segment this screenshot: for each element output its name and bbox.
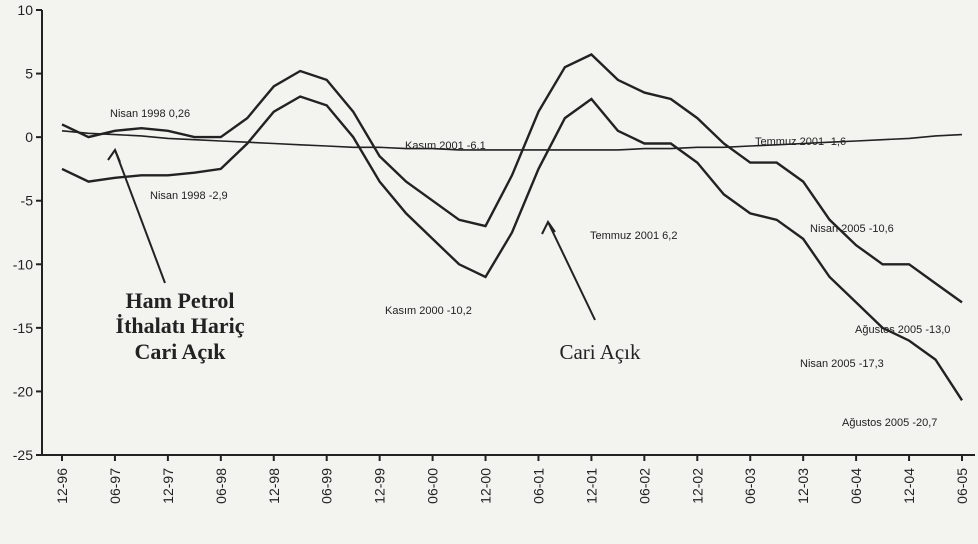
x-tick-label: 06-05 bbox=[954, 468, 970, 504]
annotation: Temmuz 2001 6,2 bbox=[590, 230, 677, 242]
y-tick-label: -25 bbox=[13, 447, 33, 463]
annotation: Nisan 1998 0,26 bbox=[110, 108, 190, 120]
x-tick-label: 12-97 bbox=[160, 468, 176, 504]
series-label: Ham Petrol İthalatı Hariç Cari Açık bbox=[115, 288, 245, 364]
annotation: Temmuz 2001 -1,6 bbox=[755, 136, 846, 148]
arrow bbox=[114, 149, 166, 284]
annotation: Ağustos 2005 -20,7 bbox=[842, 417, 937, 429]
x-tick-label: 06-01 bbox=[530, 468, 546, 504]
line-series bbox=[61, 130, 963, 151]
x-tick-label: 12-99 bbox=[372, 468, 388, 504]
y-tick-label: -10 bbox=[13, 256, 33, 272]
y-tick-label: 10 bbox=[17, 2, 33, 18]
y-tick-label: -15 bbox=[13, 320, 33, 336]
x-tick-label: 12-02 bbox=[689, 468, 705, 504]
series-label: Cari Açık bbox=[559, 340, 641, 364]
x-tick-label: 12-96 bbox=[54, 468, 70, 504]
annotation: Kasım 2001 -6,1 bbox=[405, 140, 486, 152]
x-tick-label: 06-02 bbox=[636, 468, 652, 504]
x-tick-label: 12-03 bbox=[795, 468, 811, 504]
annotation: Nisan 2005 -17,3 bbox=[800, 358, 884, 370]
x-tick-label: 06-03 bbox=[742, 468, 758, 504]
annotation: Nisan 1998 -2,9 bbox=[150, 190, 228, 202]
y-tick-label: -20 bbox=[13, 383, 33, 399]
x-tick-label: 12-00 bbox=[478, 468, 494, 504]
x-tick-label: 12-01 bbox=[583, 468, 599, 504]
annotation: Ağustos 2005 -13,0 bbox=[855, 324, 950, 336]
arrow-head bbox=[541, 220, 556, 235]
annotation: Nisan 2005 -10,6 bbox=[810, 223, 894, 235]
y-tick-label: 0 bbox=[25, 129, 33, 145]
x-tick-label: 12-98 bbox=[266, 468, 282, 504]
x-tick-label: 06-04 bbox=[848, 468, 864, 504]
arrow-head bbox=[107, 147, 121, 163]
annotation: Kasım 2000 -10,2 bbox=[385, 305, 472, 317]
x-tick-label: 12-04 bbox=[901, 468, 917, 504]
x-tick-label: 06-99 bbox=[319, 468, 335, 504]
line-series bbox=[61, 53, 963, 304]
y-tick-label: -5 bbox=[21, 193, 34, 209]
y-tick-label: 5 bbox=[25, 66, 33, 82]
x-tick-label: 06-00 bbox=[425, 468, 441, 504]
line-series bbox=[61, 95, 964, 401]
arrow bbox=[547, 221, 596, 321]
x-tick-label: 06-97 bbox=[107, 468, 123, 504]
x-tick-label: 06-98 bbox=[213, 468, 229, 504]
